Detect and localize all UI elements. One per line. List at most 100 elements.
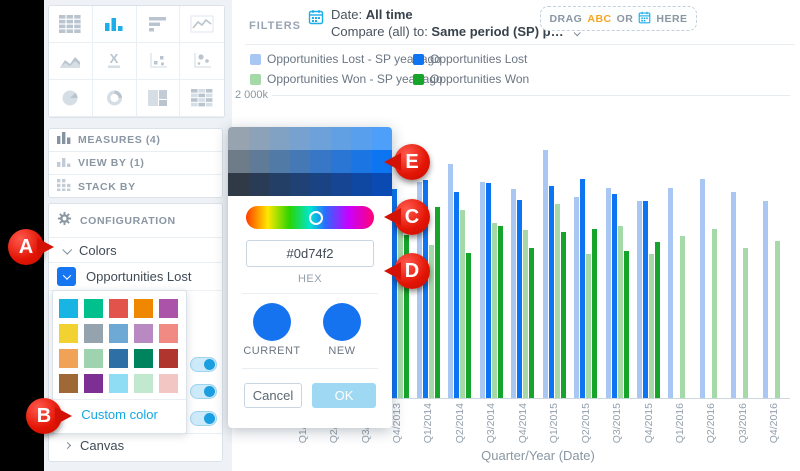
palette-swatch[interactable] — [159, 299, 178, 318]
shade-cell[interactable] — [351, 150, 372, 173]
palette-swatch[interactable] — [159, 349, 178, 368]
palette-swatch[interactable] — [59, 349, 78, 368]
legend-item[interactable]: Opportunities Won - SP year ago — [250, 72, 443, 86]
viz-type-bar-chart[interactable] — [136, 6, 181, 43]
hue-slider-handle[interactable] — [309, 210, 324, 225]
chart-bar[interactable] — [592, 228, 598, 398]
palette-swatch[interactable] — [109, 374, 128, 393]
viz-type-treemap[interactable] — [136, 80, 181, 117]
chart-bar[interactable] — [611, 193, 617, 398]
shade-cell[interactable] — [269, 127, 290, 150]
viz-type-scatter-plot[interactable] — [136, 43, 181, 80]
palette-swatch[interactable] — [84, 299, 103, 318]
chart-bar[interactable] — [637, 201, 642, 398]
shade-cell[interactable] — [289, 127, 310, 150]
shade-cell[interactable] — [310, 173, 331, 196]
viz-type-table[interactable] — [49, 6, 93, 43]
palette-swatch[interactable] — [159, 324, 178, 343]
ok-button[interactable]: OK — [312, 383, 376, 408]
viz-type-heatmap[interactable] — [180, 80, 224, 117]
legend-item[interactable]: Opportunities Lost - SP year ago — [250, 52, 441, 66]
chart-bar[interactable] — [574, 196, 580, 398]
palette-swatch[interactable] — [109, 349, 128, 368]
chart-bar[interactable] — [391, 189, 397, 398]
measure-color-row[interactable]: Opportunities Lost — [49, 263, 222, 291]
palette-swatch[interactable] — [59, 299, 78, 318]
chart-bar[interactable] — [774, 240, 780, 398]
chart-bar[interactable] — [523, 230, 529, 398]
chart-bar[interactable] — [485, 183, 491, 398]
measure-color-chip[interactable] — [57, 267, 76, 286]
attribute-filter-drop-zone[interactable]: DRAG ABC OR HERE — [540, 6, 697, 31]
shade-cell[interactable] — [228, 150, 249, 173]
chart-bar[interactable] — [448, 163, 454, 398]
legend-item[interactable]: Opportunities Won — [413, 72, 529, 86]
chart-bar[interactable] — [743, 248, 749, 398]
palette-swatch[interactable] — [134, 324, 153, 343]
shade-cell[interactable] — [371, 173, 392, 196]
shade-cell[interactable] — [351, 127, 372, 150]
chart-bar[interactable] — [548, 186, 554, 398]
chart-bar[interactable] — [542, 149, 548, 398]
chart-bar[interactable] — [434, 207, 440, 398]
chart-bar[interactable] — [497, 225, 503, 398]
viz-type-bubble-chart[interactable] — [180, 43, 224, 80]
palette-swatch[interactable] — [84, 374, 103, 393]
config-section-colors[interactable]: Colors — [49, 237, 222, 263]
chart-bar[interactable] — [617, 225, 623, 398]
chart-bar[interactable] — [422, 180, 428, 398]
config-toggle-1[interactable] — [190, 357, 217, 372]
chart-bar[interactable] — [460, 210, 466, 398]
chart-bar[interactable] — [491, 222, 497, 398]
shade-cell[interactable] — [248, 150, 269, 173]
shade-cell[interactable] — [289, 150, 310, 173]
chart-bar[interactable] — [554, 204, 560, 398]
palette-swatch[interactable] — [134, 374, 153, 393]
shade-cell[interactable] — [228, 173, 249, 196]
config-toggle-2[interactable] — [190, 384, 217, 399]
bucket-measures[interactable]: MEASURES (4) — [49, 129, 222, 152]
viz-type-line-chart[interactable] — [180, 6, 224, 43]
chart-bar[interactable] — [529, 248, 535, 398]
palette-swatch[interactable] — [59, 324, 78, 343]
shade-cell[interactable] — [371, 127, 392, 150]
shade-cell[interactable] — [330, 127, 351, 150]
shade-cell[interactable] — [269, 150, 290, 173]
hex-input[interactable] — [246, 240, 374, 267]
chart-bar[interactable] — [605, 187, 611, 398]
palette-swatch[interactable] — [109, 324, 128, 343]
chart-bar[interactable] — [428, 245, 434, 398]
palette-swatch[interactable] — [159, 374, 178, 393]
palette-swatch[interactable] — [134, 299, 153, 318]
shade-cell[interactable] — [310, 127, 331, 150]
shade-cell[interactable] — [330, 173, 351, 196]
compare-filter[interactable]: Compare (all) to: Same period (SP) p… — [331, 24, 581, 39]
config-toggle-3[interactable] — [190, 411, 217, 426]
chart-bar[interactable] — [517, 199, 523, 398]
chart-bar[interactable] — [668, 187, 674, 398]
palette-swatch[interactable] — [84, 349, 103, 368]
palette-swatch[interactable] — [59, 374, 78, 393]
custom-color-link[interactable]: Custom color — [81, 407, 158, 422]
chart-bar[interactable] — [511, 189, 517, 398]
viz-type-donut-chart[interactable] — [92, 80, 137, 117]
chart-bar[interactable] — [403, 234, 409, 398]
chart-bar[interactable] — [397, 224, 403, 398]
shade-cell[interactable] — [330, 150, 351, 173]
shade-cell[interactable] — [248, 127, 269, 150]
shade-cell[interactable] — [228, 127, 249, 150]
cancel-button[interactable]: Cancel — [244, 383, 302, 408]
config-section-canvas[interactable]: Canvas — [49, 433, 222, 457]
chart-bar[interactable] — [699, 178, 705, 398]
viz-type-headline[interactable]: X — [92, 43, 137, 80]
viz-type-area-chart[interactable] — [49, 43, 93, 80]
chart-bar[interactable] — [466, 252, 472, 398]
shade-cell[interactable] — [248, 173, 269, 196]
palette-swatch[interactable] — [134, 349, 153, 368]
chart-bar[interactable] — [580, 178, 586, 398]
palette-swatch[interactable] — [84, 324, 103, 343]
hue-slider[interactable] — [246, 206, 374, 229]
chart-bar[interactable] — [560, 231, 566, 398]
chart-bar[interactable] — [649, 254, 654, 398]
chart-bar[interactable] — [680, 236, 686, 398]
